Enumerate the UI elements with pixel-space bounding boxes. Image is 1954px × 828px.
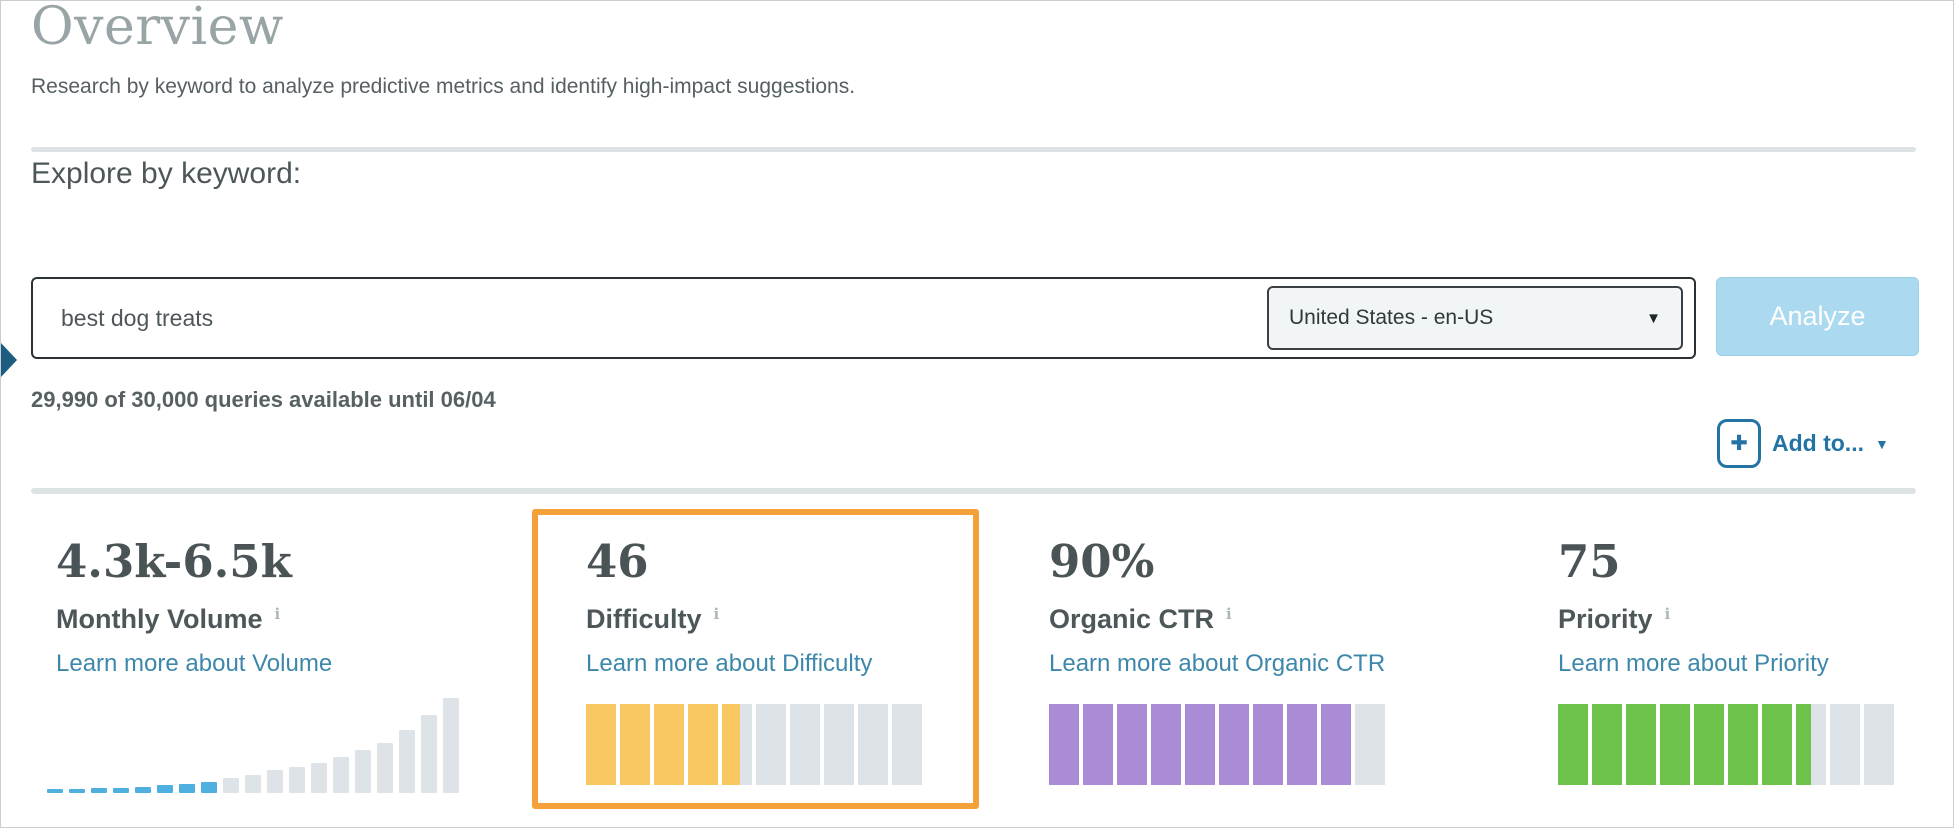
- meter-segment: [824, 704, 854, 785]
- analyze-button[interactable]: Analyze: [1716, 277, 1919, 356]
- organic-ctr-value: 90%: [1049, 535, 1155, 588]
- keyword-search-container: United States - en-US ▼: [31, 277, 1696, 359]
- difficulty-meter: [586, 704, 922, 785]
- meter-segment: [722, 704, 752, 785]
- meter-segment: [756, 704, 786, 785]
- meter-segment: [1830, 704, 1860, 785]
- volume-histogram: [47, 696, 459, 793]
- meter-segment: [1626, 704, 1656, 785]
- histogram-bar: [91, 788, 107, 793]
- histogram-bar: [399, 730, 415, 793]
- meter-segment: [688, 704, 718, 785]
- meter-segment: [1117, 704, 1147, 785]
- meter-segment: [1151, 704, 1181, 785]
- info-icon[interactable]: i: [1226, 605, 1232, 623]
- histogram-bar: [267, 770, 283, 793]
- explore-by-keyword-heading: Explore by keyword:: [31, 157, 302, 190]
- meter-segment: [790, 704, 820, 785]
- metric-card-monthly-volume: 4.3k-6.5k Monthly Volume i Learn more ab…: [47, 536, 492, 801]
- meter-segment: [858, 704, 888, 785]
- info-icon[interactable]: i: [713, 605, 720, 623]
- add-to-label: Add to...: [1772, 430, 1864, 456]
- meter-segment: [1694, 704, 1724, 785]
- meter-segment: [654, 704, 684, 785]
- monthly-volume-label: Monthly Volume: [56, 604, 263, 634]
- meter-segment: [1253, 704, 1283, 785]
- histogram-bar: [179, 784, 195, 793]
- histogram-bar: [421, 715, 437, 793]
- meter-segment: [1796, 704, 1826, 785]
- query-quota-text: 29,990 of 30,000 queries available until…: [31, 387, 496, 412]
- meter-segment: [586, 704, 616, 785]
- difficulty-value: 46: [586, 535, 649, 588]
- histogram-bar: [311, 763, 327, 793]
- learn-more-organic-ctr-link[interactable]: Learn more about Organic CTR: [1049, 650, 1386, 677]
- header-divider: [31, 147, 1916, 152]
- meter-segment: [1287, 704, 1317, 785]
- metric-card-organic-ctr: 90% Organic CTR i Learn more about Organ…: [1049, 536, 1494, 801]
- info-icon[interactable]: i: [1664, 605, 1671, 623]
- histogram-bar: [157, 785, 173, 793]
- meter-segment: [1049, 704, 1079, 785]
- histogram-bar: [355, 750, 371, 793]
- difficulty-label: Difficulty: [586, 604, 702, 634]
- histogram-bar: [289, 767, 305, 793]
- meter-segment: [1321, 704, 1351, 785]
- metrics-divider: [31, 488, 1916, 494]
- add-to-button[interactable]: ✚ Add to... ▼: [1717, 419, 1889, 468]
- histogram-bar: [443, 698, 459, 793]
- meter-segment: [892, 704, 922, 785]
- meter-segment: [1660, 704, 1690, 785]
- meter-segment: [620, 704, 650, 785]
- chevron-down-icon: ▼: [1646, 309, 1661, 327]
- priority-meter: [1558, 704, 1894, 785]
- page-subtitle: Research by keyword to analyze predictiv…: [31, 75, 856, 98]
- keyword-input[interactable]: [59, 303, 1244, 333]
- learn-more-priority-link[interactable]: Learn more about Priority: [1558, 650, 1829, 677]
- meter-segment: [1762, 704, 1792, 785]
- locale-selected-value: United States - en-US: [1289, 306, 1494, 329]
- priority-label: Priority: [1558, 604, 1653, 634]
- priority-value: 75: [1558, 535, 1621, 588]
- histogram-bar: [245, 775, 261, 793]
- locale-dropdown[interactable]: United States - en-US ▼: [1267, 286, 1683, 350]
- plus-icon: ✚: [1717, 419, 1761, 468]
- organic-ctr-meter: [1049, 704, 1385, 785]
- meter-segment: [1219, 704, 1249, 785]
- meter-segment: [1083, 704, 1113, 785]
- left-arrow-indicator: [1, 343, 17, 377]
- page-title: Overview: [31, 0, 284, 57]
- info-icon[interactable]: i: [274, 605, 281, 623]
- learn-more-difficulty-link[interactable]: Learn more about Difficulty: [586, 650, 873, 677]
- metric-card-priority: 75 Priority i Learn more about Priority: [1558, 535, 1953, 801]
- meter-segment: [1728, 704, 1758, 785]
- histogram-bar: [69, 789, 85, 793]
- monthly-volume-value: 4.3k-6.5k: [56, 535, 292, 588]
- learn-more-volume-link[interactable]: Learn more about Volume: [56, 650, 333, 677]
- histogram-bar: [201, 782, 217, 793]
- meter-segment: [1355, 704, 1385, 785]
- organic-ctr-label: Organic CTR: [1049, 604, 1215, 634]
- histogram-bar: [135, 787, 151, 793]
- meter-segment: [1185, 704, 1215, 785]
- histogram-bar: [377, 743, 393, 793]
- difficulty-highlight-border: [532, 509, 979, 809]
- metric-card-difficulty: 46 Difficulty i Learn more about Difficu…: [586, 536, 1031, 801]
- histogram-bar: [113, 788, 129, 793]
- meter-segment: [1864, 704, 1894, 785]
- histogram-bar: [333, 757, 349, 793]
- meter-segment: [1558, 704, 1588, 785]
- chevron-down-icon: ▼: [1874, 435, 1889, 452]
- histogram-bar: [47, 789, 63, 793]
- meter-segment: [1592, 704, 1622, 785]
- histogram-bar: [223, 778, 239, 793]
